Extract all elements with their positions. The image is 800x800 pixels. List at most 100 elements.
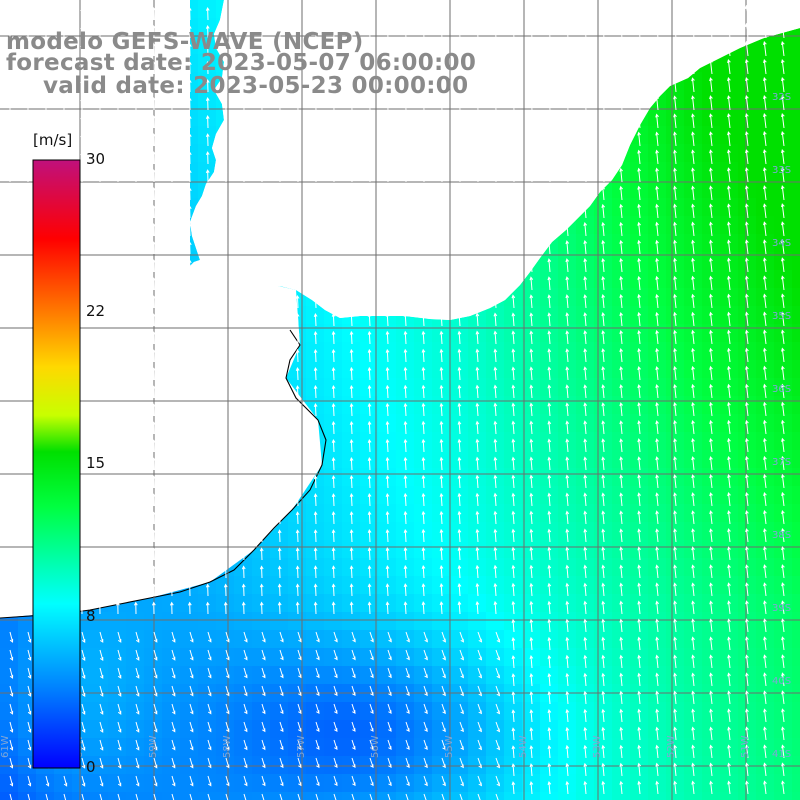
- wind-arrow: [225, 757, 230, 769]
- wind-arrow: [169, 79, 174, 93]
- wind-arrow: [637, 726, 642, 741]
- wind-arrow: [511, 546, 516, 561]
- wind-arrow: [655, 474, 659, 489]
- wind-arrow: [295, 132, 300, 147]
- wind-arrow: [601, 438, 606, 453]
- wind-arrow: [385, 510, 390, 525]
- wind-arrow: [259, 475, 264, 489]
- wind-arrow: [583, 5, 588, 21]
- wind-arrow: [511, 673, 516, 687]
- wind-arrow: [529, 727, 534, 741]
- wind-arrow: [459, 631, 465, 643]
- lon-label: 53W: [592, 735, 603, 758]
- field-cell: [108, 792, 127, 800]
- wind-arrow: [367, 348, 372, 363]
- field-cell: [450, 630, 469, 649]
- wind-arrow: [169, 43, 174, 57]
- wind-arrow: [223, 241, 228, 255]
- wind-arrow: [205, 42, 210, 57]
- wind-arrow: [133, 169, 138, 183]
- wind-arrow: [313, 403, 318, 417]
- wind-arrow: [475, 186, 480, 201]
- wind-arrow: [547, 384, 552, 399]
- wind-arrow: [171, 667, 176, 679]
- wind-arrow: [261, 649, 266, 661]
- wind-arrow: [511, 384, 516, 399]
- wind-arrow: [655, 185, 659, 201]
- wind-arrow: [117, 739, 122, 751]
- field-cell: [414, 702, 433, 721]
- wind-arrow: [313, 421, 318, 435]
- wind-arrow: [367, 222, 372, 237]
- wind-arrow: [423, 757, 428, 769]
- wind-arrow: [98, 7, 102, 21]
- wind-arrow: [187, 403, 192, 417]
- wind-arrow: [439, 510, 444, 525]
- wind-arrow: [135, 703, 140, 715]
- wind-arrow: [151, 241, 156, 255]
- field-cell: [54, 774, 73, 793]
- wind-arrow: [583, 95, 588, 111]
- field-cell: [90, 612, 109, 631]
- wind-arrow: [187, 529, 192, 543]
- wind-arrow: [529, 41, 534, 57]
- wind-arrow: [601, 474, 606, 489]
- wind-arrow: [529, 781, 534, 795]
- lon-label: 51W: [740, 735, 751, 758]
- field-cell: [126, 702, 145, 721]
- wind-arrow: [475, 438, 480, 453]
- field-cell: [792, 558, 800, 577]
- wind-arrow: [583, 23, 588, 39]
- wind-arrow: [655, 131, 659, 147]
- wind-arrow: [223, 439, 228, 453]
- wind-arrow: [80, 565, 84, 579]
- wind-arrow: [619, 131, 623, 147]
- wind-arrow: [781, 59, 785, 75]
- wind-arrow: [223, 331, 228, 345]
- wind-arrow: [529, 673, 534, 687]
- wind-arrow: [115, 79, 120, 93]
- wind-arrow: [655, 5, 659, 21]
- wind-arrow: [80, 601, 84, 615]
- wind-arrow: [637, 95, 641, 111]
- wind-arrow: [709, 311, 713, 327]
- wind-arrow: [637, 618, 642, 633]
- wind-arrow: [565, 582, 570, 597]
- wind-arrow: [673, 59, 677, 75]
- wind-arrow: [565, 744, 570, 759]
- wind-arrow: [655, 456, 659, 471]
- wind-arrow: [619, 564, 624, 579]
- wind-arrow: [403, 528, 408, 543]
- wind-arrow: [529, 312, 534, 327]
- wind-arrow: [565, 95, 570, 111]
- wind-arrow: [709, 437, 713, 453]
- field-cell: [432, 666, 451, 685]
- wind-arrow: [493, 96, 498, 111]
- wind-arrow: [403, 294, 408, 309]
- wind-arrow: [349, 60, 354, 75]
- field-cell: [396, 666, 415, 685]
- wind-arrow: [493, 24, 498, 39]
- wind-arrow: [691, 474, 695, 489]
- wind-arrow: [475, 420, 480, 435]
- wind-arrow: [727, 149, 731, 165]
- wind-arrow: [565, 276, 570, 291]
- wind-arrow: [565, 23, 570, 39]
- field-cell: [252, 720, 271, 739]
- wind-arrow: [187, 385, 192, 399]
- wind-arrow: [27, 793, 31, 800]
- wind-arrow: [709, 347, 713, 363]
- wind-arrow: [241, 24, 246, 39]
- wind-arrow: [81, 739, 86, 751]
- wind-arrow: [763, 636, 767, 651]
- field-cell: [396, 792, 415, 800]
- wind-arrow: [315, 649, 320, 661]
- wind-arrow: [691, 383, 695, 399]
- wind-arrow: [547, 745, 552, 759]
- wind-arrow: [385, 168, 390, 183]
- wind-arrow: [655, 726, 660, 741]
- field-cell: [756, 90, 775, 109]
- wind-arrow: [495, 739, 501, 751]
- wind-arrow: [529, 745, 534, 759]
- wind-arrow: [315, 793, 319, 800]
